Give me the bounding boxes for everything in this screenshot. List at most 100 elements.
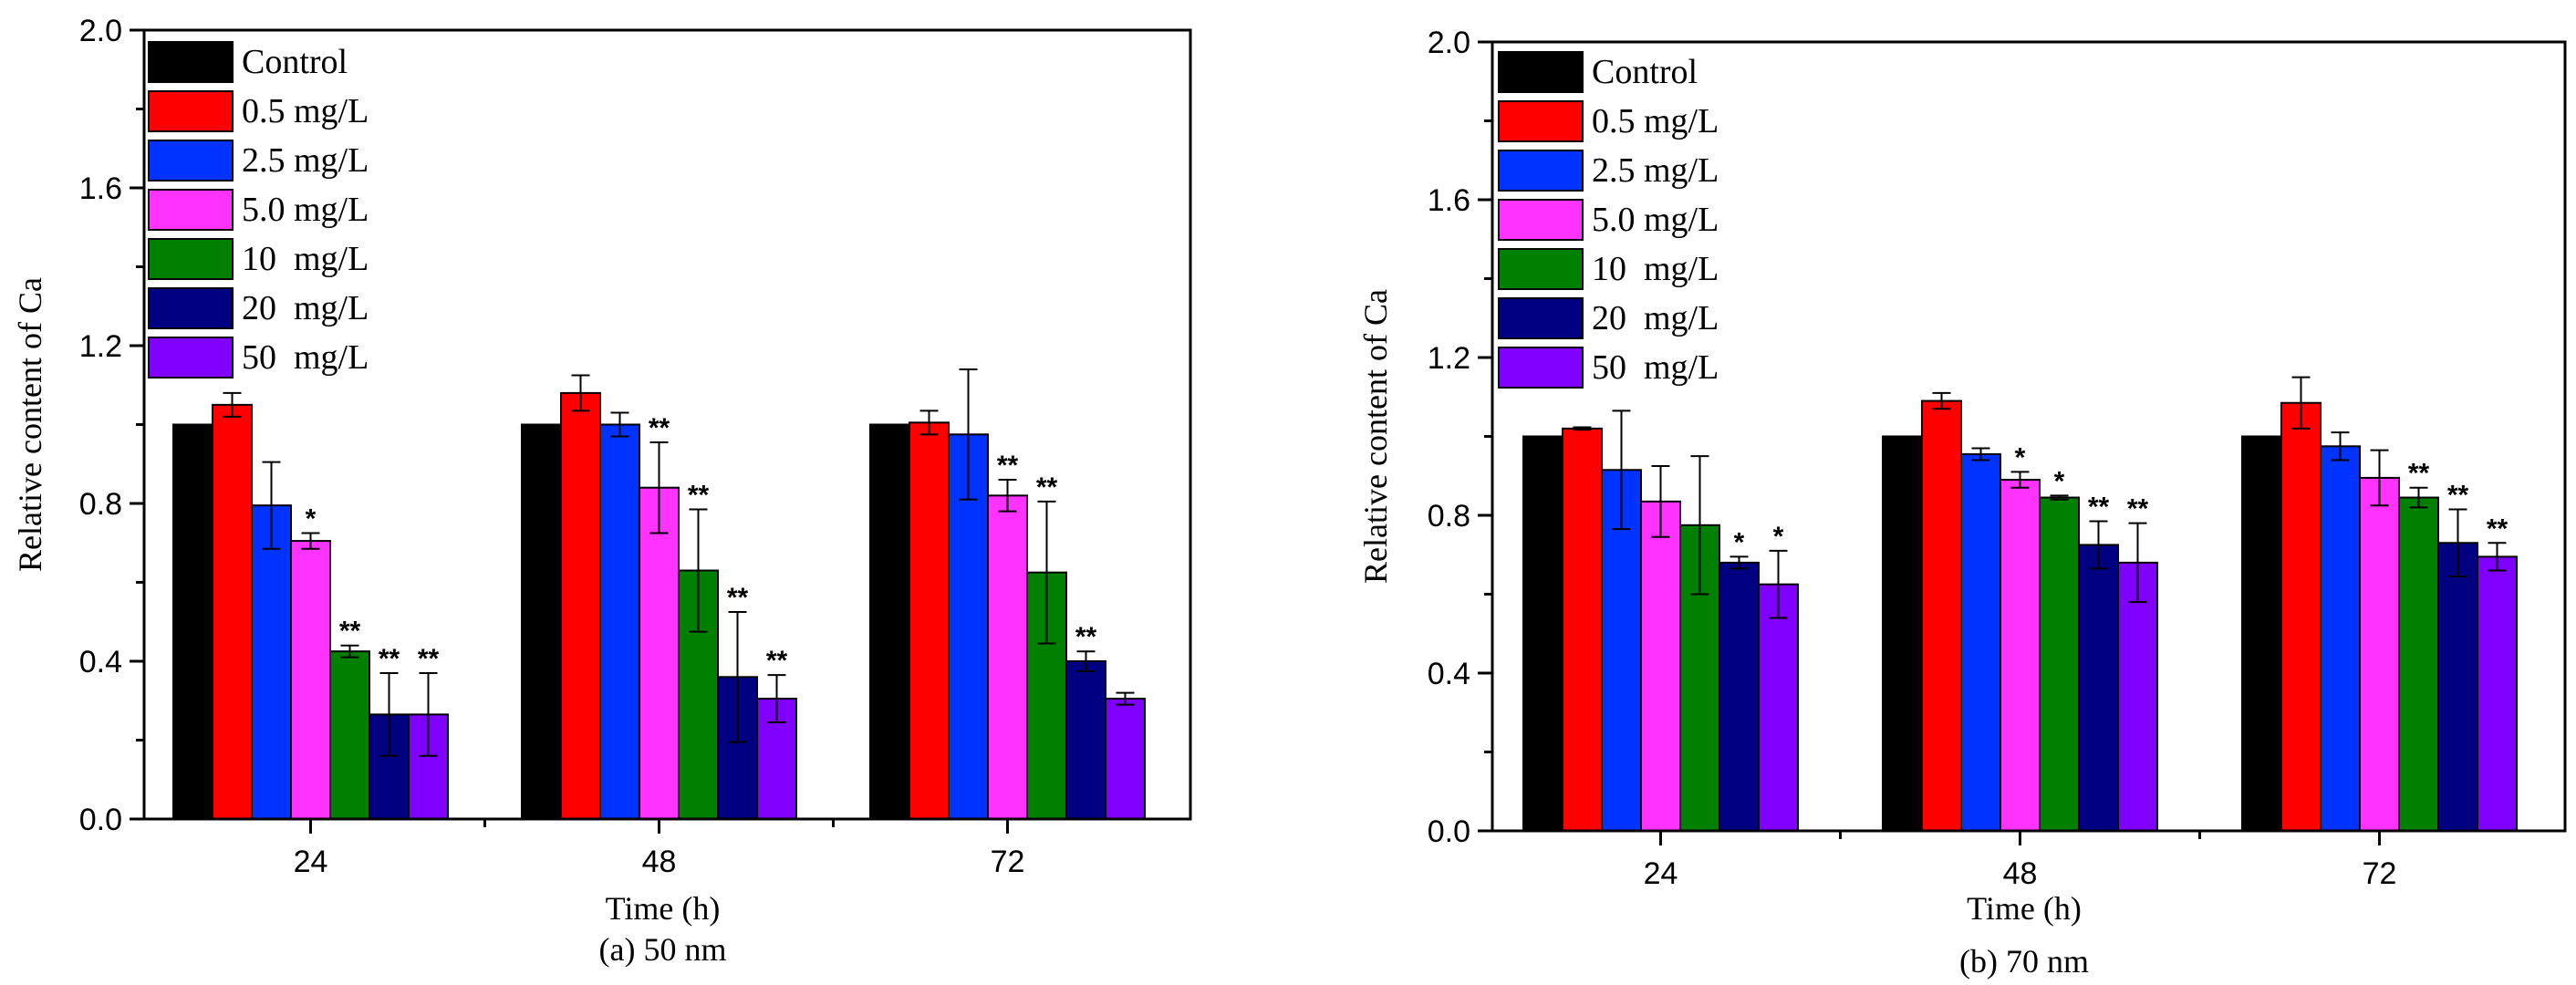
bar-50-mg-l-72h (2477, 555, 2518, 832)
y-tick-label: 1.2 (1428, 341, 1470, 376)
error-bar (1573, 426, 1592, 431)
legend-label: 10 mg/L (242, 240, 369, 278)
bar-10-mg-l-24h (329, 650, 370, 820)
legend-label: 5.0 mg/L (242, 191, 369, 229)
y-tick-label: 0.0 (1428, 814, 1470, 849)
significance-mark: ** (649, 413, 670, 443)
bar-5-0-mg-l-24h (1640, 500, 1681, 832)
x-axis-label: Time (h) (606, 890, 721, 927)
panel-caption: (b) 70 nm (1959, 943, 2089, 980)
legend-swatch (148, 238, 234, 280)
significance-mark: ** (1075, 622, 1097, 652)
significance-mark: ** (727, 583, 749, 613)
panel-caption: (a) 50 nm (599, 931, 727, 968)
legend-label: 20 mg/L (242, 289, 369, 327)
x-tick-label: 48 (2003, 856, 2038, 891)
bar-2-5-mg-l-24h (251, 504, 292, 820)
error-bar (1651, 464, 1670, 538)
bar-50-mg-l-24h (1758, 583, 1799, 832)
legend-swatch (1498, 150, 1584, 192)
bar-0-5-mg-l-24h (1562, 427, 1603, 832)
y-axis-label: Relative content of Ca (1357, 289, 1394, 584)
error-bar (610, 411, 629, 438)
bar-0-5-mg-l-72h (909, 421, 950, 820)
y-tick-label: 1.2 (79, 329, 122, 364)
significance-mark: ** (2408, 459, 2430, 489)
x-tick-label: 24 (1644, 856, 1678, 891)
error-bar (2488, 542, 2507, 572)
error-bar (2448, 508, 2467, 578)
significance-mark: ** (2447, 481, 2469, 511)
legend-swatch (1498, 297, 1584, 339)
error-bar (301, 532, 320, 550)
legend-label: 50 mg/L (1592, 348, 1719, 387)
significance-mark: ** (766, 646, 788, 676)
error-bar (262, 461, 281, 550)
error-bar (2291, 376, 2311, 430)
bar-10-mg-l-48h (2039, 496, 2080, 832)
y-tick-label: 0.4 (79, 645, 122, 679)
bar-control-24h (172, 423, 213, 820)
bar-0-5-mg-l-72h (2280, 401, 2322, 832)
y-tick-label: 1.6 (1428, 183, 1470, 218)
bar-2-5-mg-l-48h (1960, 452, 2001, 832)
legend-label: 0.5 mg/L (1592, 102, 1719, 140)
bar-0-5-mg-l-24h (212, 403, 253, 820)
x-axis-label: Time (h) (1967, 890, 2082, 927)
error-bar (1729, 555, 1749, 570)
y-tick-label: 0.0 (79, 803, 122, 837)
chart-panel-2: ** ***** *******0.00.40.81.21.62.024 48 72Ti… (1357, 26, 2567, 980)
significance-mark: ** (339, 617, 361, 647)
significance-mark: ** (1036, 472, 1058, 503)
error-bar (959, 368, 978, 501)
significance-mark: * (1773, 522, 1784, 552)
bar-5-0-mg-l-24h (290, 540, 331, 821)
error-bar (998, 479, 1017, 513)
error-bar (340, 644, 359, 658)
y-tick-label: 2.0 (1428, 26, 1470, 60)
bar-20-mg-l-48h (2078, 544, 2119, 832)
error-bar (419, 671, 438, 757)
significance-mark: ** (997, 451, 1019, 481)
legend-label: Control (1592, 53, 1698, 91)
error-bar (1116, 691, 1135, 706)
bar-control-72h (869, 423, 910, 820)
bar-50-mg-l-72h (1105, 698, 1146, 821)
bar-5-0-mg-l-72h (987, 494, 1028, 820)
chart-panel-1: ********* ********** **0.00.40.81.21.62.02… (12, 14, 1192, 968)
error-bar (1932, 391, 1951, 410)
significance-mark: * (2015, 442, 2026, 472)
legend: Control 0.5 mg/L 2.5 mg/L 5.0 mg/L 10 mg/L 20… (148, 41, 369, 378)
legend-label: 5.0 mg/L (1592, 201, 1719, 239)
error-bar (919, 410, 939, 436)
significance-mark: ** (418, 644, 440, 674)
bar-control-48h (521, 423, 562, 820)
bar-5-0-mg-l-48h (2000, 479, 2041, 832)
y-tick-label: 1.6 (79, 171, 122, 206)
bar-0-5-mg-l-48h (1921, 399, 1962, 832)
legend: Control 0.5 mg/L 2.5 mg/L 5.0 mg/L 10 mg/L 20… (1498, 51, 1719, 389)
error-bar (2050, 494, 2069, 501)
bar-50-mg-l-48h (2117, 561, 2158, 833)
y-tick-label: 2.0 (79, 14, 122, 48)
significance-mark: ** (2487, 513, 2508, 544)
legend-label: 10 mg/L (1592, 250, 1719, 288)
error-bar (1612, 410, 1631, 531)
bar-10-mg-l-72h (2398, 496, 2439, 832)
error-bar (2331, 431, 2350, 461)
bar-5-0-mg-l-48h (639, 486, 680, 820)
legend-swatch (1498, 199, 1584, 241)
bar-control-48h (1882, 435, 1923, 832)
bar-20-mg-l-24h (369, 713, 410, 821)
y-tick-label: 0.4 (1428, 657, 1470, 691)
error-bar (1971, 447, 1990, 461)
error-bar (689, 508, 708, 633)
legend-swatch (148, 337, 234, 378)
error-bar (1769, 549, 1788, 619)
legend-swatch (148, 90, 234, 132)
y-axis-label: Relative content of Ca (12, 277, 48, 572)
legend-swatch (148, 189, 234, 231)
error-bar (571, 374, 590, 412)
error-bar (728, 610, 747, 743)
legend-swatch (1498, 100, 1584, 142)
